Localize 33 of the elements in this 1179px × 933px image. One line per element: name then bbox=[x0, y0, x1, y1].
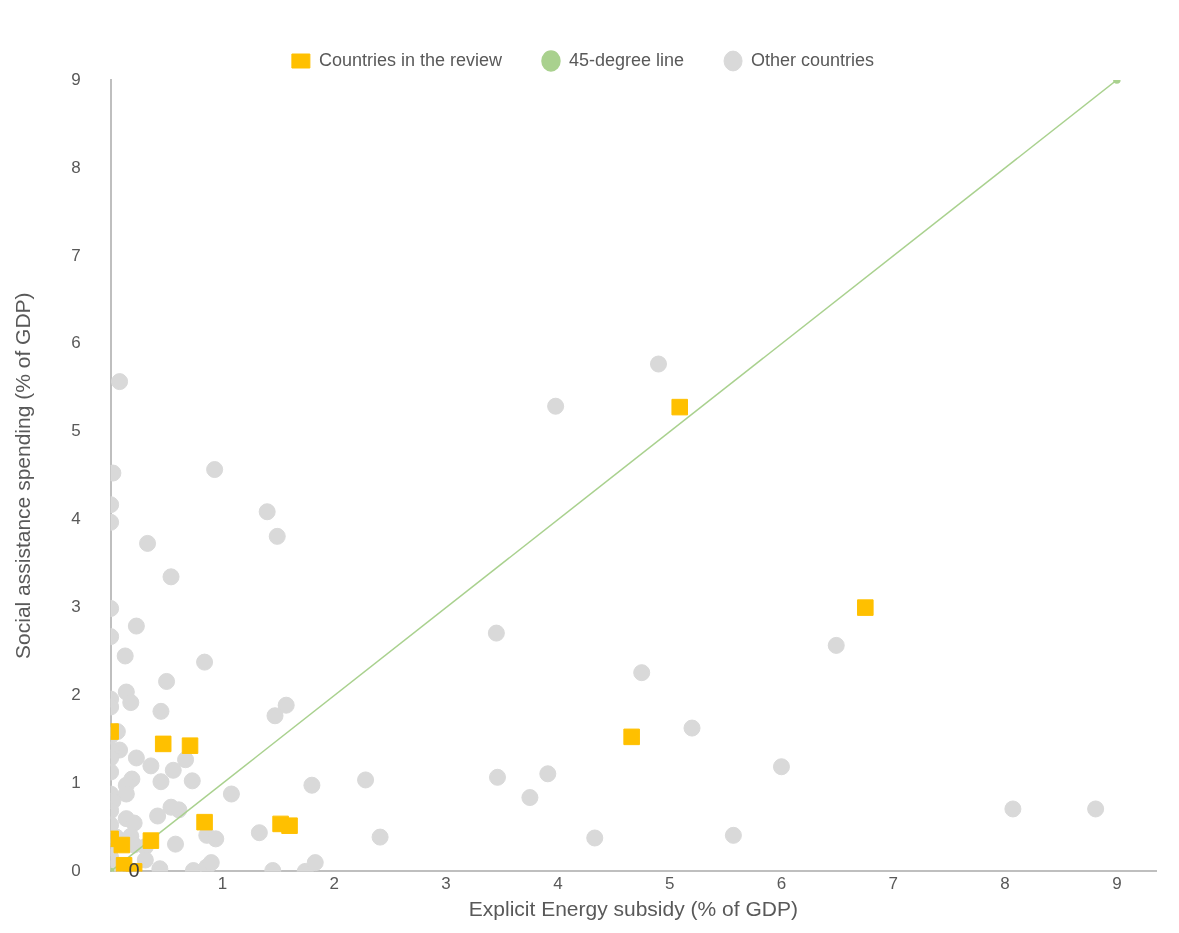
y-tick-label: 4 bbox=[71, 509, 81, 529]
point bbox=[857, 599, 874, 616]
y-tick-label: 6 bbox=[71, 333, 81, 353]
y-tick-label: 9 bbox=[71, 69, 81, 89]
y-tick-label: 0 bbox=[71, 861, 81, 881]
y-tick-label: 5 bbox=[71, 421, 81, 441]
x-tick-label: 1 bbox=[217, 874, 228, 894]
y-axis-title: Social assistance spending (% of GDP) bbox=[11, 292, 35, 659]
legend-label: 45-degree line bbox=[568, 49, 685, 70]
point bbox=[671, 398, 688, 416]
x-tick-label: 6 bbox=[776, 874, 787, 894]
legend-label: Countries in the review bbox=[318, 49, 503, 70]
x-tick-label: 9 bbox=[1112, 874, 1122, 894]
y-tick-label: 2 bbox=[71, 685, 81, 705]
y-tick-label: 8 bbox=[71, 157, 81, 177]
point bbox=[113, 836, 131, 854]
point bbox=[181, 737, 199, 754]
legend-label: Other countries bbox=[751, 49, 875, 70]
x-tick-label: 3 bbox=[441, 874, 451, 894]
point bbox=[281, 817, 298, 834]
y-tick-label: 1 bbox=[71, 773, 81, 793]
y-tick-label: 7 bbox=[71, 245, 81, 265]
point bbox=[154, 735, 172, 753]
point bbox=[142, 832, 160, 849]
point bbox=[196, 813, 213, 831]
y-tick-label: 3 bbox=[71, 597, 81, 617]
x-axis-title: Explicit Energy subsidy (% of GDP) bbox=[468, 897, 798, 921]
point bbox=[623, 728, 640, 746]
x-tick-label: 7 bbox=[888, 874, 898, 894]
x-tick-label: 2 bbox=[329, 874, 339, 894]
x-tick-label: 5 bbox=[664, 874, 675, 894]
x-tick-label: 4 bbox=[553, 874, 563, 894]
x-tick-label: 8 bbox=[1000, 874, 1010, 894]
